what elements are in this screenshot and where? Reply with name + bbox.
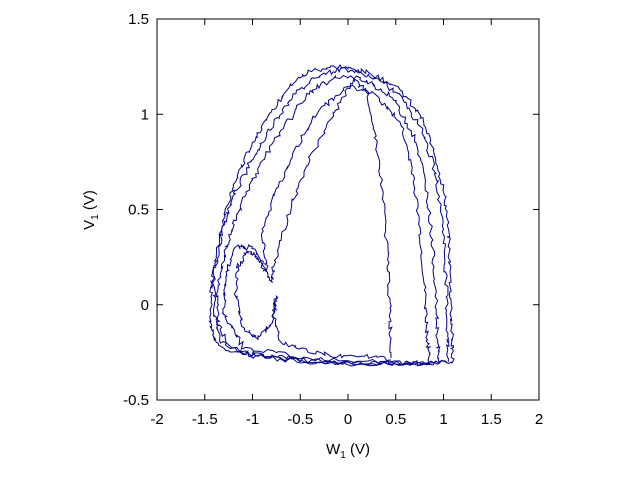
series-trace-3 xyxy=(215,74,441,366)
y-axis-label: V1 (V) xyxy=(81,190,101,230)
x-axis-label-main: W xyxy=(326,441,341,458)
y-tick-label: 1 xyxy=(141,106,149,123)
y-axis-label-unit: (V) xyxy=(81,190,98,214)
y-axis-label-subscript: 1 xyxy=(90,214,101,220)
x-tick-label: 0.5 xyxy=(385,411,406,428)
series-trace-2 xyxy=(212,66,450,367)
series-layer xyxy=(208,64,455,367)
y-tick-label: 0.5 xyxy=(128,202,149,219)
x-tick-label: -1 xyxy=(246,411,259,428)
y-axis-label-main: V xyxy=(81,220,98,230)
plot-area xyxy=(157,19,539,400)
y-tick-label: 0 xyxy=(141,297,149,314)
x-tick-label: 1.5 xyxy=(481,411,502,428)
series-trace-4 xyxy=(221,84,432,366)
x-axis-label: W1 (V) xyxy=(326,441,370,461)
x-axis-label-unit: (V) xyxy=(346,441,370,458)
series-trace-5 xyxy=(233,77,393,362)
x-axis-label-subscript: 1 xyxy=(340,450,346,461)
x-tick-label: -2 xyxy=(150,411,163,428)
x-tick-label: -0.5 xyxy=(287,411,313,428)
x-tick-label: 1 xyxy=(439,411,447,428)
x-tick-label: 0 xyxy=(344,411,352,428)
x-tick-label: 2 xyxy=(535,411,543,428)
y-tick-label: 1.5 xyxy=(128,11,149,28)
y-tick-label: -0.5 xyxy=(123,392,149,409)
x-tick-label: -1.5 xyxy=(192,411,218,428)
ticks-layer: -2 -1.5 -1 -0.5 0 0.5 1 1.5 2 -0.5 0 0.5 1 1.5 xyxy=(123,11,543,428)
